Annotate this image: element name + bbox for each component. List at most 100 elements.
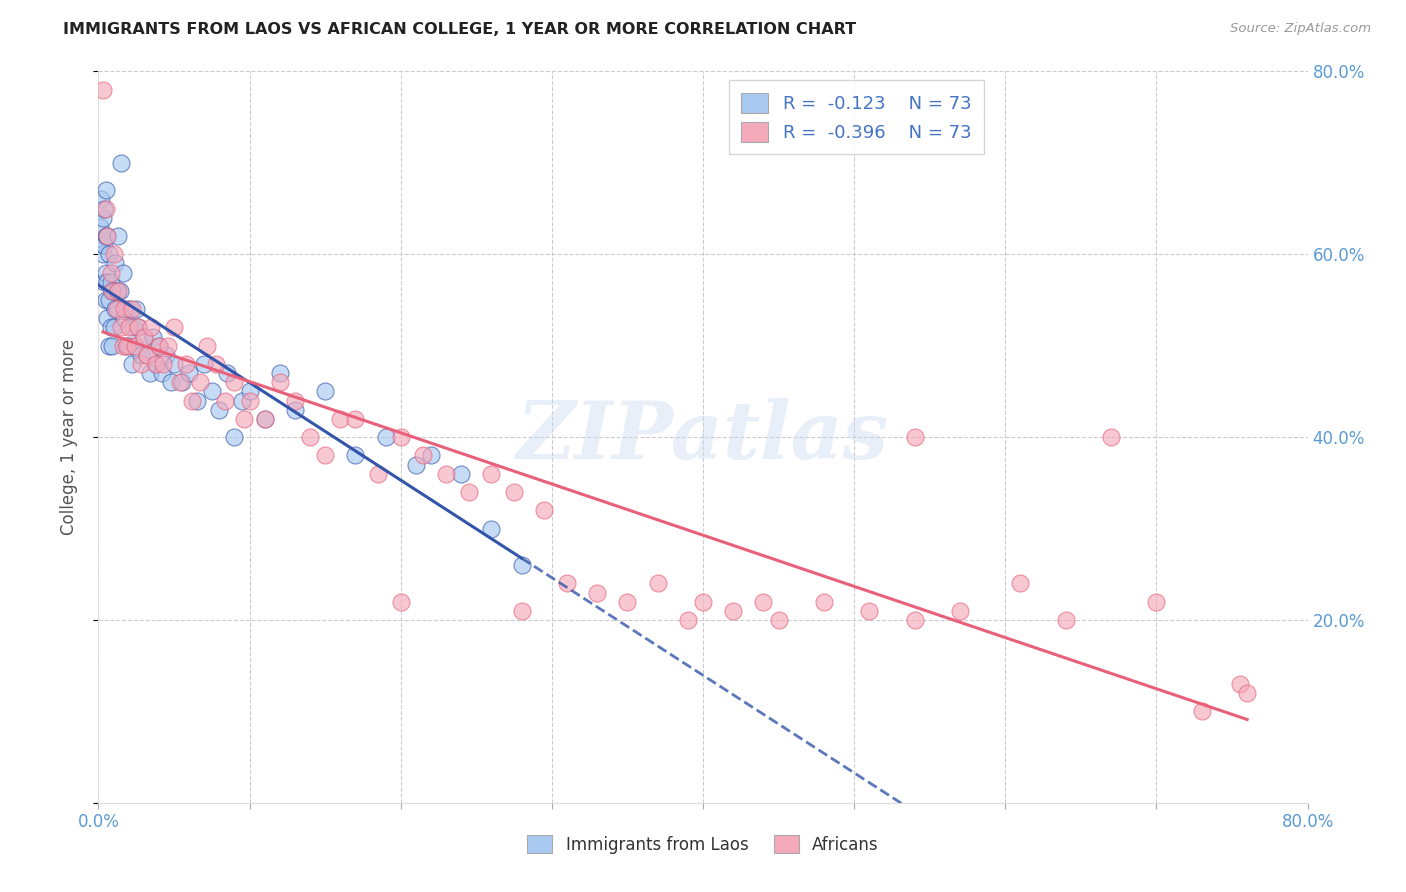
Point (112, 311, 135, 326)
Point (115, 301, 138, 317)
Text: IMMIGRANTS FROM LAOS VS AFRICAN COLLEGE, 1 YEAR OR MORE CORRELATION CHART: IMMIGRANTS FROM LAOS VS AFRICAN COLLEGE,… (63, 22, 856, 37)
Point (284, 393, 307, 408)
Point (148, 338, 170, 352)
Point (94, 229, 117, 244)
Point (98, 293, 121, 307)
Point (205, 357, 228, 371)
Point (284, 402, 307, 417)
Point (112, 301, 135, 317)
Point (405, 458, 427, 472)
Point (124, 338, 146, 352)
Point (1144, 594, 1167, 608)
Point (647, 576, 669, 591)
Point (93, 202, 115, 216)
Point (510, 604, 533, 618)
Point (129, 357, 152, 371)
Point (94, 266, 117, 280)
Point (124, 338, 146, 352)
Point (314, 384, 336, 399)
Point (503, 485, 526, 500)
Point (91, 82, 114, 96)
Point (114, 338, 136, 352)
Point (142, 329, 165, 343)
Point (1191, 705, 1213, 719)
Point (450, 467, 472, 481)
Point (232, 412, 254, 426)
Point (91, 211, 114, 225)
Point (139, 366, 162, 380)
Point (150, 366, 173, 380)
Point (533, 503, 555, 517)
Point (108, 284, 131, 298)
Point (201, 384, 224, 399)
Point (96, 275, 118, 289)
Point (344, 412, 367, 426)
Point (481, 521, 503, 535)
Point (179, 366, 201, 380)
Point (181, 393, 204, 408)
Point (94, 183, 117, 197)
Point (208, 402, 231, 417)
Point (107, 229, 129, 244)
Point (105, 284, 128, 298)
Point (135, 348, 157, 362)
Point (93, 238, 115, 252)
Point (111, 266, 134, 280)
Point (412, 448, 434, 462)
Point (214, 393, 236, 408)
Point (148, 338, 170, 352)
Point (434, 467, 457, 481)
Point (813, 594, 835, 608)
Point (169, 375, 191, 389)
Point (253, 412, 276, 426)
Point (374, 430, 396, 444)
Point (111, 338, 134, 352)
Point (127, 320, 149, 334)
Point (91, 247, 114, 261)
Point (269, 366, 291, 380)
Point (299, 430, 322, 444)
Point (224, 375, 246, 389)
Point (103, 247, 125, 261)
Point (120, 301, 142, 317)
Point (110, 320, 132, 334)
Point (676, 613, 699, 627)
Point (314, 448, 336, 462)
Point (125, 301, 148, 317)
Point (96, 229, 118, 244)
Point (329, 412, 352, 426)
Point (156, 338, 179, 352)
Point (121, 301, 143, 317)
Point (98, 247, 121, 261)
Point (122, 320, 145, 334)
Point (127, 320, 149, 334)
Point (104, 256, 127, 270)
Point (344, 448, 367, 462)
Point (616, 594, 638, 608)
Point (118, 338, 141, 352)
Point (145, 357, 167, 371)
Point (1236, 686, 1258, 700)
Point (104, 301, 127, 317)
Point (101, 284, 124, 298)
Point (1099, 430, 1122, 444)
Point (692, 594, 714, 608)
Point (105, 301, 128, 317)
Point (103, 320, 125, 334)
Point (160, 375, 183, 389)
Point (152, 357, 174, 371)
Point (96, 311, 118, 326)
Point (135, 348, 157, 362)
Point (94, 202, 117, 216)
Point (188, 375, 211, 389)
Point (145, 357, 167, 371)
Point (193, 357, 215, 371)
Point (121, 357, 143, 371)
Point (768, 613, 790, 627)
Point (129, 348, 152, 362)
Point (90, 192, 112, 206)
Point (174, 357, 197, 371)
Point (723, 604, 745, 618)
Text: Source: ZipAtlas.com: Source: ZipAtlas.com (1230, 22, 1371, 36)
Point (253, 412, 276, 426)
